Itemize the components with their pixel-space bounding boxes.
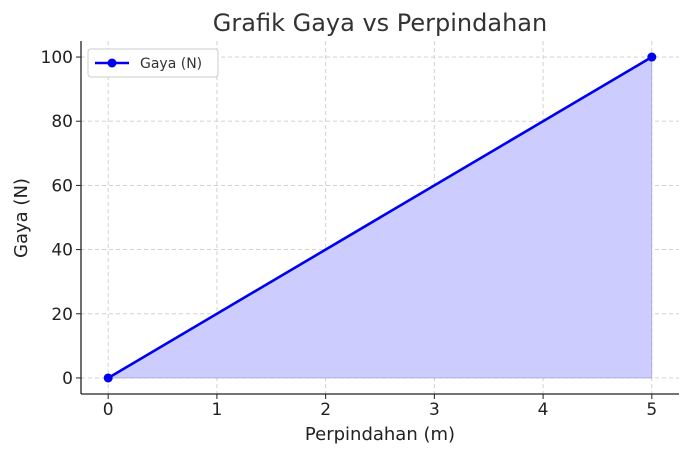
y-axis-label: Gaya (N) bbox=[11, 178, 32, 258]
y-tick-label: 0 bbox=[62, 369, 73, 389]
axes bbox=[80, 41, 679, 395]
legend-box bbox=[87, 48, 219, 78]
chart-title: Grafik Gaya vs Perpindahan bbox=[213, 9, 547, 37]
data-point bbox=[103, 373, 113, 383]
y-tick-label: 60 bbox=[51, 176, 73, 196]
legend: Gaya (N) bbox=[87, 48, 219, 78]
legend-marker bbox=[107, 58, 117, 68]
x-tick-label: 2 bbox=[320, 400, 331, 420]
plot-area bbox=[103, 52, 657, 383]
y-tick-label: 20 bbox=[51, 305, 73, 325]
x-tick-label: 4 bbox=[538, 400, 549, 420]
x-tick-label: 3 bbox=[429, 400, 440, 420]
ticks: 0 1 2 3 4 5 0 20 40 60 80 100 bbox=[41, 48, 658, 420]
x-tick-label: 5 bbox=[646, 400, 657, 420]
series-line bbox=[107, 55, 653, 380]
y-tick-label: 100 bbox=[41, 48, 73, 68]
y-tick-label: 80 bbox=[51, 112, 73, 132]
data-point bbox=[647, 52, 657, 62]
legend-label: Gaya (N) bbox=[140, 56, 202, 72]
x-axis-label: Perpindahan (m) bbox=[305, 424, 455, 445]
x-tick-label: 1 bbox=[211, 400, 222, 420]
y-tick-label: 40 bbox=[51, 241, 73, 261]
x-tick-label: 0 bbox=[103, 400, 114, 420]
